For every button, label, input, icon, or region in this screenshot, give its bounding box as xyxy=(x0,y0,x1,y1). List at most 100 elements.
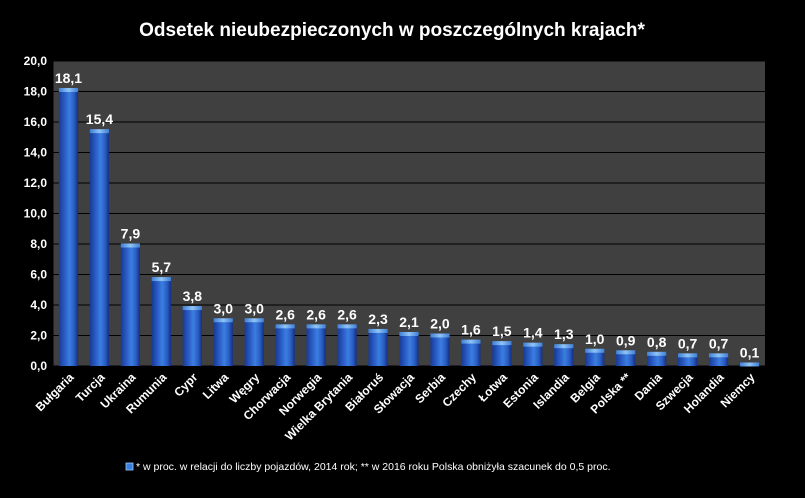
value-label: 7,9 xyxy=(121,226,141,242)
value-label: 18,1 xyxy=(55,70,82,86)
y-tick-label: 10,0 xyxy=(24,207,48,221)
bar-cap xyxy=(647,351,667,356)
chart-title: Odsetek nieubezpieczonych w poszczególny… xyxy=(139,20,645,41)
bar-cap xyxy=(306,324,326,329)
bar-cap xyxy=(554,344,574,349)
bar-body xyxy=(58,89,79,366)
bar-body xyxy=(678,355,698,366)
bar xyxy=(523,342,543,366)
y-tick-label: 12,0 xyxy=(24,176,48,190)
y-tick-label: 16,0 xyxy=(24,115,48,129)
value-label: 0,7 xyxy=(709,335,729,351)
value-label: 3,0 xyxy=(214,300,234,316)
value-label: 1,0 xyxy=(585,331,605,347)
value-label: 5,7 xyxy=(152,259,172,275)
value-label: 1,3 xyxy=(554,326,574,342)
bar-cap xyxy=(739,362,760,367)
bar-body xyxy=(616,352,636,366)
bar-cap xyxy=(89,129,110,134)
value-label: 3,0 xyxy=(244,300,264,316)
bar-cap xyxy=(678,353,698,358)
value-label: 2,3 xyxy=(368,311,388,327)
bar-body xyxy=(554,346,574,366)
bar-body xyxy=(306,326,326,366)
y-tick-label: 20,0 xyxy=(24,54,48,68)
bar xyxy=(708,353,729,366)
bar-body xyxy=(430,335,450,366)
bar-body xyxy=(89,131,110,366)
bar-body xyxy=(244,320,264,366)
bar-cap xyxy=(213,318,233,323)
bar-cap xyxy=(399,331,419,336)
bar xyxy=(430,333,450,366)
bar-body xyxy=(213,320,233,366)
bar-body xyxy=(461,341,481,366)
bar-body xyxy=(708,355,729,366)
value-label: 2,1 xyxy=(399,314,419,330)
bar xyxy=(678,353,698,366)
bar xyxy=(554,344,574,366)
bar-cap xyxy=(523,342,543,347)
bar-cap xyxy=(337,324,357,329)
bar-cap xyxy=(585,348,605,353)
value-label: 1,4 xyxy=(523,325,543,341)
bar xyxy=(368,328,388,366)
bar xyxy=(461,339,481,366)
y-tick-label: 8,0 xyxy=(30,237,47,251)
bar-cap xyxy=(368,328,388,333)
bar xyxy=(182,306,202,366)
x-tick-label: Bułgaria xyxy=(33,370,77,414)
bar-body xyxy=(120,245,140,366)
legend-swatch xyxy=(125,462,134,471)
x-tick-label: Czechy xyxy=(439,370,479,410)
value-label: 0,8 xyxy=(647,334,667,350)
value-label: 2,6 xyxy=(337,306,357,322)
bar xyxy=(275,324,295,366)
bar-cap xyxy=(151,277,171,282)
y-tick-label: 2,0 xyxy=(30,329,47,343)
value-label: 0,7 xyxy=(678,335,698,351)
value-label: 2,6 xyxy=(275,306,295,322)
value-label: 2,0 xyxy=(430,316,450,332)
bar xyxy=(616,350,636,366)
bars xyxy=(58,87,760,367)
bar xyxy=(58,87,79,366)
value-label: 1,6 xyxy=(461,322,481,338)
bar xyxy=(399,331,419,366)
bar-body xyxy=(337,326,357,366)
bar xyxy=(151,277,171,366)
bar-body xyxy=(585,350,605,366)
bar xyxy=(244,318,264,366)
footnote: * w proc. w relacji do liczby pojazdów, … xyxy=(136,461,611,473)
value-label: 0,1 xyxy=(740,344,760,360)
bar-cap xyxy=(616,350,636,355)
value-label: 2,6 xyxy=(306,306,326,322)
bar xyxy=(585,348,605,366)
value-label: 15,4 xyxy=(86,111,113,127)
value-labels: 18,1 15,4 7,9 5,7 3,8 3,0 3,0 2,6 2,6 2,6 2,3 2,1 2,… xyxy=(55,70,760,361)
bar-cap xyxy=(275,324,295,329)
y-tick-label: 4,0 xyxy=(30,298,47,312)
bar-body xyxy=(492,343,512,366)
bar-body xyxy=(151,279,171,366)
bar-body xyxy=(523,344,543,366)
x-tick-label: Cypr xyxy=(171,370,200,399)
x-tick-label: Niemcy xyxy=(718,370,758,410)
y-tick-label: 18,0 xyxy=(24,85,48,99)
bar xyxy=(337,324,357,366)
value-label: 3,8 xyxy=(183,288,203,304)
bar xyxy=(492,341,512,366)
y-tick-label: 0,0 xyxy=(30,359,47,373)
y-tick-label: 14,0 xyxy=(24,146,48,160)
value-label: 0,9 xyxy=(616,332,636,348)
value-label: 1,5 xyxy=(492,323,512,339)
bar-cap xyxy=(708,353,729,358)
bar-body xyxy=(275,326,295,366)
bar-cap xyxy=(244,318,264,323)
bar xyxy=(213,318,233,366)
bar-cap xyxy=(492,341,512,346)
bar-body xyxy=(182,308,202,366)
bar-body xyxy=(399,333,419,366)
